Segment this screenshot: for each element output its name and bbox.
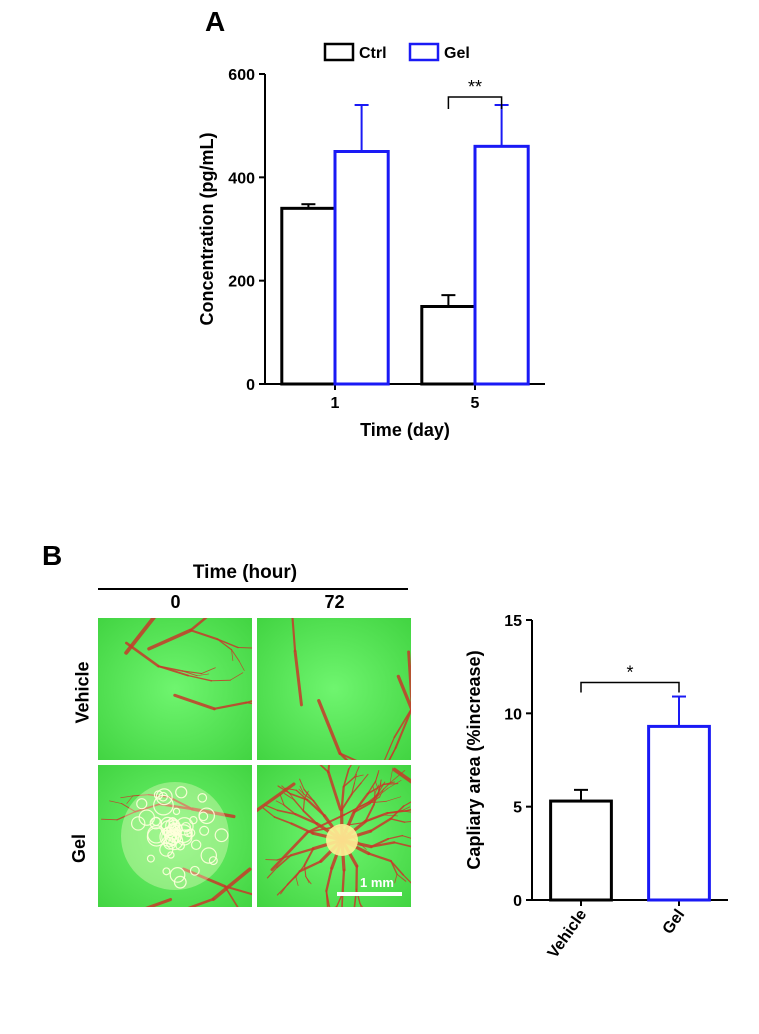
svg-text:Gel: Gel [444, 45, 470, 62]
svg-text:1: 1 [331, 395, 340, 412]
svg-text:Time (day): Time (day) [360, 420, 450, 440]
svg-text:10: 10 [504, 706, 522, 723]
svg-text:**: ** [468, 77, 482, 97]
cam-gel-0 [98, 765, 253, 908]
svg-text:5: 5 [513, 800, 522, 817]
svg-text:15: 15 [504, 613, 522, 630]
panel-b-row1: Gel [69, 834, 90, 863]
svg-text:Vehicle: Vehicle [545, 906, 591, 961]
cam-vehicle-0 [98, 618, 253, 761]
cam-vehicle-72 [257, 618, 412, 761]
panel-b-col0-wrap: 0 [98, 592, 253, 613]
panel-b-col0: 0 [170, 592, 180, 612]
panel-b-row0: Vehicle [73, 661, 94, 723]
svg-text:*: * [626, 663, 633, 683]
scale-text: 1 mm [360, 875, 394, 890]
panel-b-time-header: Time (hour) [135, 562, 355, 584]
svg-text:200: 200 [228, 274, 255, 291]
panel-b-svg: 0 5 10 15 Vehicle Gel * Capliary area (%increas… [460, 590, 740, 1010]
svg-text:600: 600 [228, 67, 255, 84]
cam-gel-72: 1 mm [257, 765, 412, 908]
panel-b-col1-wrap: 72 [257, 592, 412, 613]
panel-a-chart: Ctrl Gel 0 200 400 600 1 5 ** Concentration (pg/m… [195, 34, 555, 454]
svg-text:0: 0 [513, 893, 522, 910]
svg-text:Capliary area (%increase): Capliary area (%increase) [464, 650, 484, 869]
panel-a-svg: Ctrl Gel 0 200 400 600 1 5 ** Concentration (pg/m… [195, 34, 555, 454]
panel-b-label: B [42, 540, 62, 572]
scale-bar [337, 892, 402, 896]
panel-b-image-grid: 1 mm [98, 618, 412, 908]
svg-text:400: 400 [228, 170, 255, 187]
svg-text:5: 5 [471, 395, 480, 412]
panel-b-underline [98, 588, 408, 590]
svg-text:Gel: Gel [660, 907, 689, 938]
panel-b-chart: 0 5 10 15 Vehicle Gel * Capliary area (%increas… [460, 590, 740, 1010]
panel-b-col1: 72 [324, 592, 344, 612]
svg-text:0: 0 [246, 377, 255, 394]
svg-text:Ctrl: Ctrl [359, 45, 387, 62]
svg-text:Concentration (pg/mL): Concentration (pg/mL) [197, 133, 217, 326]
